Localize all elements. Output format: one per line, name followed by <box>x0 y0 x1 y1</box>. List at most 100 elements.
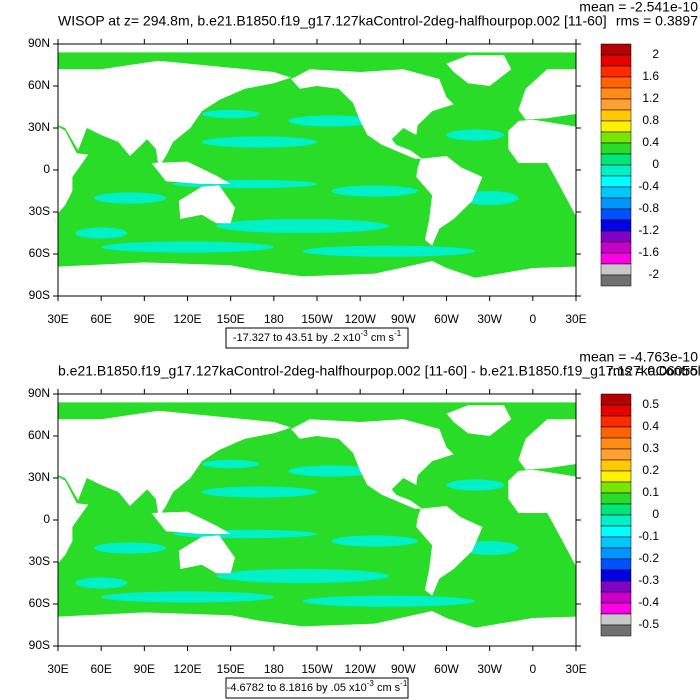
colorbar-box <box>600 65 632 78</box>
colorbar-box <box>600 142 632 155</box>
colorbar-box <box>600 525 632 538</box>
stat: mean = -4.763e-10 <box>579 349 698 365</box>
range-label: -4.6782 to 8.1816 by .05 x10-3 cm s-1 <box>227 679 408 694</box>
colorbar-label: -1.2 <box>638 223 659 237</box>
colorbar-box <box>600 437 632 450</box>
title: WISOP at z= 294.8m, b.e21.B1850.f19_g17.… <box>58 13 607 29</box>
land <box>58 410 292 518</box>
ocean-band <box>201 459 260 469</box>
colorbar-label: -0.4 <box>638 179 659 193</box>
colorbar-box <box>600 547 632 560</box>
lat-label: 90S <box>29 288 50 302</box>
lon-label: 0 <box>529 312 536 326</box>
stat: rms = 0.3897 <box>616 13 698 29</box>
lon-label: 180 <box>264 312 284 326</box>
ocean-band <box>460 191 519 205</box>
ocean-band <box>446 129 505 141</box>
range-box <box>225 677 409 699</box>
colorbar-label: -2 <box>648 267 659 281</box>
range-text: -17.327 to 43.51 by .2 x10 <box>233 332 361 344</box>
colorbar-box <box>600 602 632 615</box>
lon-label: 150E <box>217 312 245 326</box>
lat-label: 30N <box>28 120 50 134</box>
land <box>151 511 231 534</box>
land <box>518 419 576 470</box>
lon-label: 30W <box>477 662 502 676</box>
colorbar-box <box>600 536 632 549</box>
lat-label: 0 <box>43 512 50 526</box>
land <box>291 69 454 159</box>
colorbar-label: 0 <box>652 157 659 171</box>
lon-label: 90E <box>134 662 155 676</box>
colorbar-box <box>600 186 632 199</box>
lat-label: 0 <box>43 162 50 176</box>
ocean-band <box>446 479 505 491</box>
ocean-band <box>93 192 166 204</box>
ocean-band <box>101 591 274 603</box>
colorbar-box <box>600 76 632 89</box>
land <box>508 119 576 217</box>
stat: rms = 0.06055 <box>608 363 698 379</box>
ocean-band <box>331 185 418 197</box>
range-unit: cm s <box>374 682 401 694</box>
lat-label: 90N <box>28 36 50 50</box>
colorbar-box <box>600 481 632 494</box>
colorbar-box <box>600 470 632 483</box>
ocean-band <box>75 577 128 589</box>
lon-label: 150W <box>301 312 333 326</box>
colorbar-box <box>600 613 632 626</box>
ocean-band <box>201 109 260 119</box>
lon-label: 150E <box>217 662 245 676</box>
ocean-band <box>216 219 390 233</box>
ocean-band <box>302 245 476 257</box>
colorbar-box <box>600 459 632 472</box>
land <box>58 60 292 168</box>
lat-label: 90N <box>28 386 50 400</box>
colorbar-box <box>600 492 632 505</box>
land <box>518 69 576 120</box>
ocean-band <box>331 535 418 547</box>
lon-label: 90E <box>134 312 155 326</box>
colorbar-box <box>600 120 632 133</box>
colorbar-box <box>600 197 632 210</box>
colorbar-label: -0.4 <box>638 595 659 609</box>
ocean-band <box>216 569 390 583</box>
range-unit-exp: -1 <box>394 329 402 338</box>
colorbar-box <box>600 54 632 67</box>
colorbar-label: -0.8 <box>638 201 659 215</box>
lon-label: 120W <box>344 312 376 326</box>
land <box>508 469 576 567</box>
colorbar-box <box>600 426 632 439</box>
lat-label: 30S <box>29 554 50 568</box>
colorbar-box <box>600 219 632 232</box>
colorbar-box <box>600 404 632 417</box>
lon-label: 30E <box>565 662 586 676</box>
land <box>58 611 576 646</box>
colorbar-box <box>600 448 632 461</box>
ocean-band <box>75 227 128 239</box>
lon-label: 90W <box>391 312 416 326</box>
colorbar-label: 0.5 <box>642 397 659 411</box>
lon-label: 150W <box>301 662 333 676</box>
lat-label: 30N <box>28 470 50 484</box>
colorbar-box <box>600 208 632 221</box>
range-box <box>225 327 409 349</box>
colorbar-label: 1.6 <box>642 69 659 83</box>
colorbar-box <box>600 109 632 122</box>
ocean-band <box>460 541 519 555</box>
lon-label: 120W <box>344 662 376 676</box>
colorbar-label: -1.6 <box>638 245 659 259</box>
colorbar-label: 0.4 <box>642 135 659 149</box>
colorbar-label: -0.3 <box>638 573 659 587</box>
land <box>178 185 235 224</box>
ocean-band <box>302 595 476 607</box>
colorbar-box <box>600 98 632 111</box>
lon-label: 60E <box>90 662 111 676</box>
land <box>151 161 231 184</box>
colorbar-label: 2 <box>652 47 659 61</box>
colorbar-label: -0.5 <box>638 617 659 631</box>
land <box>58 476 89 564</box>
colorbar-label: -0.1 <box>638 529 659 543</box>
colorbar-box <box>600 415 632 428</box>
